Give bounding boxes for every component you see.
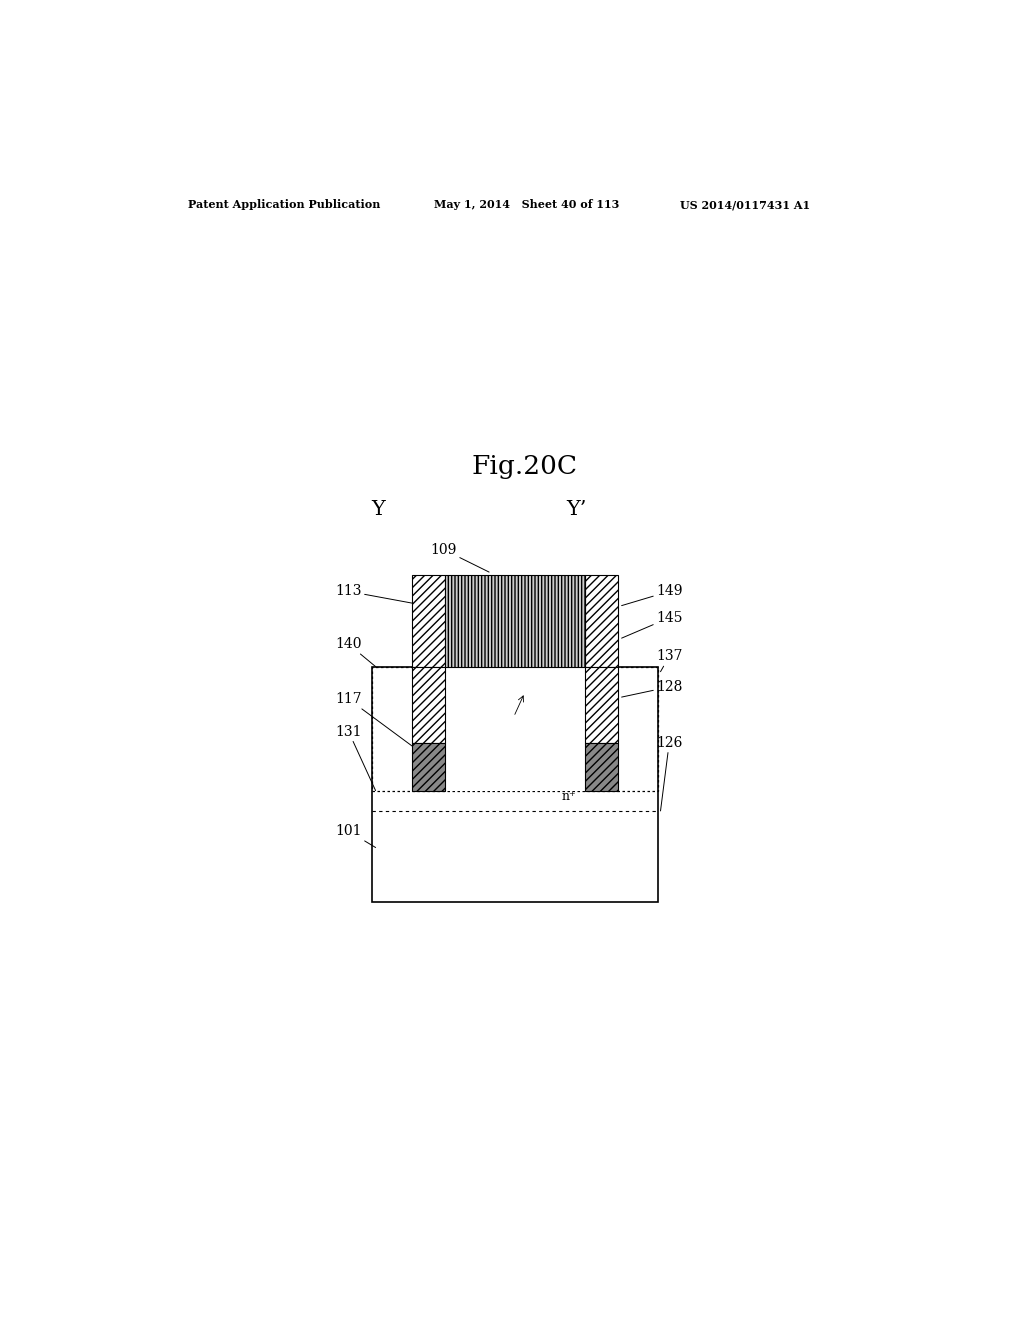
Bar — [585, 667, 618, 743]
Text: n⁺: n⁺ — [561, 789, 575, 803]
Text: 109: 109 — [431, 543, 489, 572]
Bar — [412, 667, 445, 743]
Text: 149: 149 — [622, 585, 682, 606]
Text: Patent Application Publication: Patent Application Publication — [187, 199, 380, 210]
Text: 140: 140 — [336, 638, 376, 667]
Bar — [412, 576, 445, 667]
Bar — [373, 667, 658, 903]
Text: 113: 113 — [336, 585, 426, 606]
Text: May 1, 2014   Sheet 40 of 113: May 1, 2014 Sheet 40 of 113 — [433, 199, 618, 210]
Bar — [445, 743, 585, 791]
Bar — [373, 667, 658, 791]
Text: Fig.20C: Fig.20C — [472, 454, 578, 479]
Text: Y’: Y’ — [566, 500, 587, 519]
Text: 128: 128 — [622, 680, 682, 697]
Text: 137: 137 — [656, 649, 682, 672]
Text: 117: 117 — [335, 692, 431, 760]
Bar — [585, 576, 618, 667]
Text: 101: 101 — [336, 824, 376, 847]
Text: 126: 126 — [656, 735, 682, 810]
Bar — [445, 667, 585, 743]
Text: US 2014/0117431 A1: US 2014/0117431 A1 — [680, 199, 810, 210]
Text: 131: 131 — [336, 725, 376, 791]
Bar — [445, 576, 585, 667]
Bar — [585, 743, 618, 791]
Text: Y: Y — [371, 500, 385, 519]
Text: 145: 145 — [622, 611, 682, 638]
Bar — [412, 743, 445, 791]
